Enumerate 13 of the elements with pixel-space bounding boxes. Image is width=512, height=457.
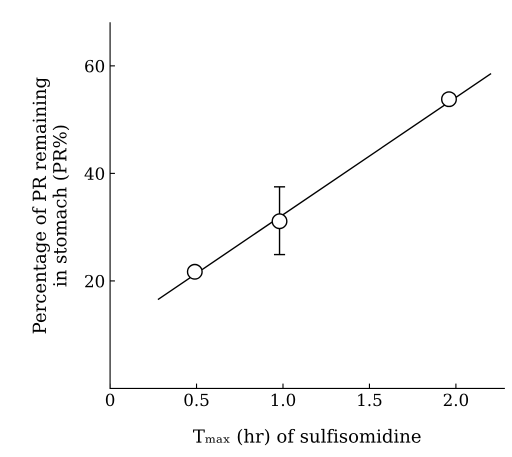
x-tick-label: 0.5 (184, 394, 209, 406)
y-tick-label: 40 (84, 167, 104, 180)
x-tick-label: 1.0 (272, 394, 296, 406)
y-tick-label: 20 (85, 274, 104, 288)
point (441, 91, 457, 108)
y-tick-label: 60 (85, 60, 104, 72)
x-tick-label: 2.0 (444, 394, 468, 406)
y-axis-title: Percentage of PR remaining in stomach (PR%) (32, 77, 70, 334)
x-tick-label: 1.5 (358, 394, 382, 406)
point (186, 264, 203, 280)
point (272, 213, 288, 230)
x-axis-title: Tₘₐₓ (hr) of sulfisomidine (193, 428, 421, 446)
x-tick-label: 0 (106, 394, 114, 406)
